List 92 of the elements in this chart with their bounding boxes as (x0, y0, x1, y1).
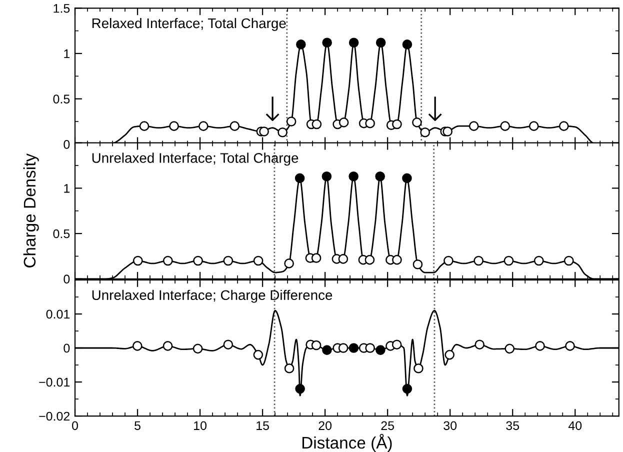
point (444, 350, 455, 360)
point (365, 118, 375, 128)
point (375, 171, 385, 182)
point (253, 350, 264, 360)
point (322, 38, 332, 48)
point (198, 121, 208, 131)
point (412, 118, 422, 128)
x-tick-label: 20 (318, 421, 332, 430)
y-tick-label: 0.01 (46, 310, 70, 319)
point (414, 363, 424, 374)
point (504, 256, 514, 266)
point (504, 344, 515, 354)
point (420, 127, 430, 138)
y-tick-label: 0 (64, 344, 70, 353)
point (376, 345, 386, 355)
x-tick-label: 35 (506, 421, 520, 430)
point (311, 340, 322, 350)
point (376, 38, 386, 48)
annotation: Unrelaxed Interface; Charge Difference (92, 290, 332, 303)
x-tick-label: 40 (568, 421, 582, 430)
point (442, 126, 453, 136)
point (564, 256, 574, 266)
point (392, 340, 402, 350)
point (558, 121, 569, 131)
annotation: ↓ (428, 96, 442, 122)
point (338, 254, 348, 264)
point (139, 121, 150, 131)
point (444, 256, 454, 266)
point (163, 256, 173, 266)
point (402, 173, 412, 184)
y-tick-label: 0.5 (53, 94, 70, 104)
point (311, 253, 322, 263)
point (348, 171, 358, 182)
y-tick-label: 0 (64, 274, 70, 284)
point (162, 341, 173, 351)
point (474, 340, 485, 350)
point (365, 343, 375, 353)
point (322, 345, 332, 355)
point (474, 256, 484, 266)
point (223, 256, 234, 266)
x-tick-label: 30 (444, 421, 457, 430)
x-tick-label: 5 (134, 421, 140, 430)
point (294, 173, 305, 184)
y-tick-label: 1.5 (54, 4, 70, 13)
point (348, 38, 359, 48)
y-tick-label: 1 (64, 184, 70, 193)
point (402, 40, 412, 50)
point (468, 121, 479, 131)
x-tick-label: 15 (256, 421, 269, 430)
point (402, 384, 412, 394)
point (193, 256, 203, 266)
point (528, 121, 539, 131)
point (223, 340, 234, 350)
point (230, 121, 240, 131)
point (296, 40, 306, 50)
point (192, 344, 203, 354)
point (286, 116, 296, 126)
x-tick-label: 10 (194, 421, 206, 430)
x-tick-label: 25 (381, 421, 394, 430)
x-axis-title: Distance (Å) (302, 434, 392, 452)
point (253, 256, 264, 266)
point (535, 341, 545, 351)
annotation: Unrelaxed Interface; Total Charge (92, 152, 298, 166)
point (500, 121, 510, 131)
point (295, 384, 305, 394)
x-tick-label: 0 (72, 421, 78, 430)
point (169, 121, 179, 131)
point (338, 118, 349, 128)
point (338, 343, 348, 353)
y-tick-label: 1 (64, 49, 70, 58)
point (312, 119, 322, 130)
point (565, 341, 575, 351)
point (322, 171, 332, 182)
point (132, 341, 142, 351)
point (392, 254, 402, 265)
point (278, 127, 288, 138)
point (364, 254, 375, 265)
y-tick-label: 0 (64, 140, 70, 149)
point (259, 126, 269, 136)
y-tick-label: 0.5 (53, 229, 70, 238)
point (392, 119, 402, 130)
point (348, 343, 359, 353)
point (132, 256, 143, 266)
point (534, 256, 544, 266)
point (284, 363, 294, 374)
y-tick-label: −0.02 (39, 412, 70, 421)
y-tick-label: −0.01 (39, 378, 70, 387)
point (412, 259, 423, 270)
annotation: ↓ (266, 96, 280, 122)
annotation: Relaxed Interface; Total Charge (92, 18, 286, 31)
y-axis-title: Charge Density (23, 153, 39, 268)
point (284, 258, 294, 268)
